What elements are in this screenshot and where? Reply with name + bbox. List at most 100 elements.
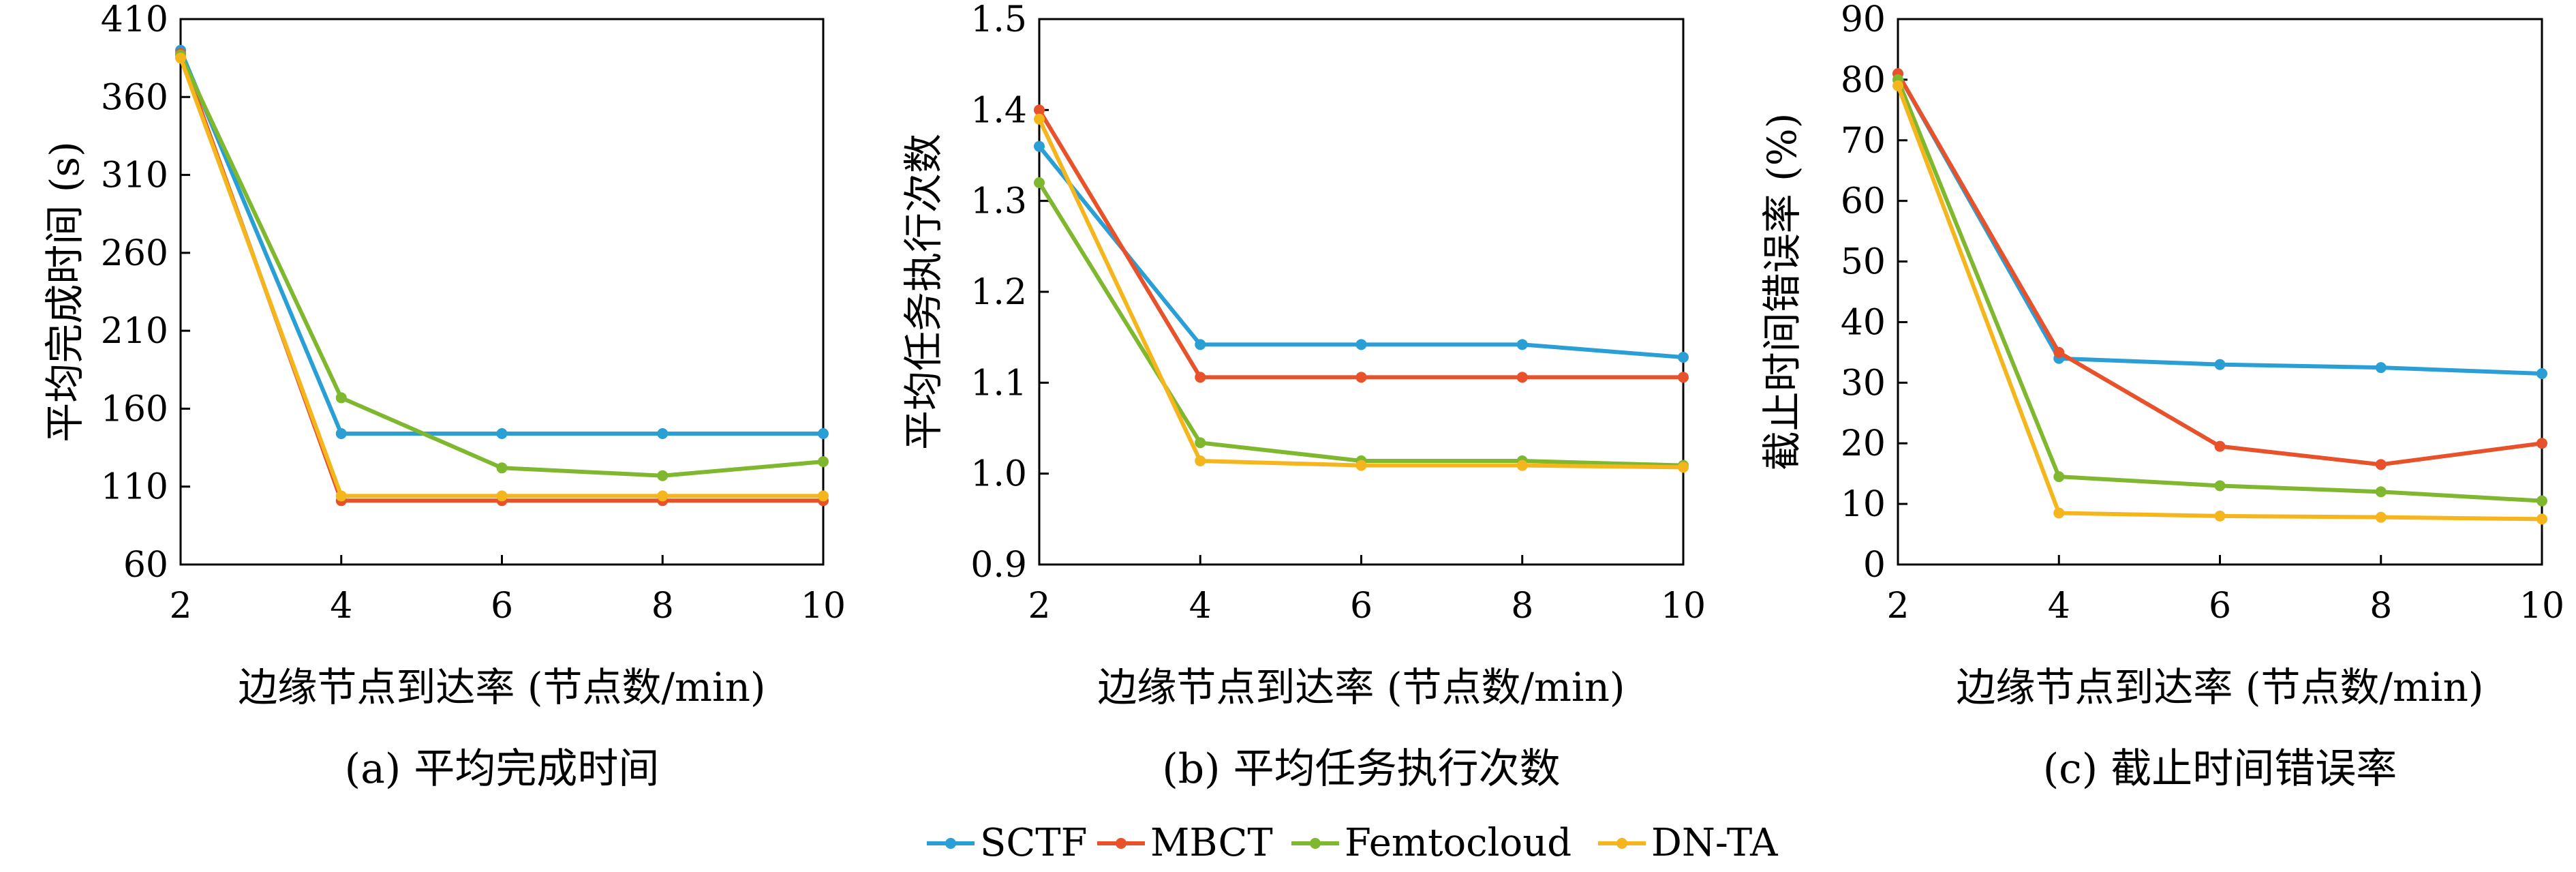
data-point — [818, 490, 829, 502]
series-line — [179, 49, 823, 436]
y-tick-label: 210 — [101, 311, 168, 352]
series-dn-ta — [1034, 113, 1689, 473]
data-point — [2375, 362, 2387, 374]
series-femtocloud — [175, 49, 829, 481]
data-point — [1034, 104, 1045, 116]
x-tick-label: 4 — [1189, 586, 1212, 627]
x-tick-label: 4 — [2048, 586, 2070, 627]
legend-label: MBCT — [1150, 821, 1273, 865]
data-point — [1516, 372, 1528, 383]
x-axis-label: 边缘节点到达率 (节点数/min) — [238, 664, 765, 710]
y-tick-label: 1.3 — [970, 181, 1027, 222]
data-point — [1195, 437, 1206, 449]
x-tick-label: 6 — [1350, 586, 1373, 627]
series-mbct — [1892, 68, 2547, 470]
y-tick-label: 160 — [101, 389, 168, 430]
y-tick-label: 20 — [1841, 423, 1886, 464]
y-tick-label: 310 — [101, 155, 168, 196]
data-point — [2053, 346, 2065, 358]
data-point — [335, 490, 347, 502]
x-tick-label: 8 — [2370, 586, 2392, 627]
y-tick-label: 50 — [1841, 242, 1886, 283]
chart-panel-2: 0.9 1.0 1.1 1.2 1.3 1.4 1.5 2 4 6 8 10 边缘节点到达率 (节点数/… — [900, 0, 1706, 793]
series-dn-ta — [1892, 80, 2547, 525]
chart-panel-3: 0 10 20 30 40 50 60 70 80 90 2 4 6 8 10 边缘节点到达率 (节点数/mi… — [1759, 0, 2564, 793]
data-point — [2214, 359, 2226, 370]
y-tick-label: 70 — [1841, 121, 1886, 162]
x-tick-label: 10 — [2519, 586, 2564, 627]
data-point — [335, 428, 347, 439]
data-point — [1516, 339, 1528, 350]
panel-caption: (b) 平均任务执行次数 — [1162, 745, 1560, 793]
y-tick-label: 40 — [1841, 302, 1886, 343]
panel-caption: (a) 平均完成时间 — [345, 745, 660, 793]
data-point — [1355, 339, 1367, 350]
data-point — [1034, 140, 1045, 152]
y-tick-label: 30 — [1841, 363, 1886, 404]
data-point — [1678, 462, 1689, 473]
series-line — [1037, 118, 1684, 470]
data-point — [1355, 460, 1367, 471]
series-sctf — [1034, 140, 1689, 363]
data-point — [1678, 352, 1689, 363]
series-femtocloud — [1034, 177, 1689, 471]
x-tick-label: 4 — [330, 586, 352, 627]
legend-swatch-marker — [945, 838, 956, 849]
data-point — [1678, 372, 1689, 383]
x-tick-label: 8 — [651, 586, 674, 627]
y-tick-label: 360 — [101, 77, 168, 118]
y-tick-label: 90 — [1841, 0, 1886, 40]
legend: SCTF MBCT Femtocloud DN-TA — [927, 821, 1778, 865]
legend-swatch-marker — [1116, 838, 1126, 849]
y-tick-label: 260 — [101, 233, 168, 274]
legend-item-dn-ta: DN-TA — [1598, 821, 1778, 865]
y-tick-label: 1.0 — [970, 454, 1027, 495]
data-point — [2214, 440, 2226, 452]
data-point — [335, 392, 347, 404]
y-tick-label: 0 — [1863, 545, 1886, 586]
data-point — [818, 428, 829, 439]
data-point — [1892, 80, 1903, 91]
data-point — [2053, 471, 2065, 483]
y-tick-label: 60 — [123, 545, 168, 586]
y-axis-label: 平均完成时间 (s) — [42, 141, 88, 442]
x-tick-label: 2 — [1028, 586, 1050, 627]
data-point — [1195, 372, 1206, 383]
y-tick-label: 1.4 — [970, 90, 1027, 131]
series-sctf — [175, 44, 829, 439]
data-point — [657, 428, 669, 439]
series-line — [1896, 72, 2543, 467]
legend-swatch-marker — [1310, 838, 1321, 849]
x-axis-label: 边缘节点到达率 (节点数/min) — [1956, 664, 2483, 710]
legend-item-femtocloud: Femtocloud — [1291, 821, 1571, 865]
x-tick-label: 2 — [169, 586, 191, 627]
y-axis-label: 平均任务执行次数 — [900, 134, 947, 450]
series-line — [1896, 78, 2543, 503]
y-tick-label: 1.1 — [970, 363, 1027, 404]
data-point — [1355, 372, 1367, 383]
series-line — [179, 54, 824, 478]
data-point — [1034, 113, 1045, 125]
data-point — [496, 490, 508, 502]
data-point — [2214, 510, 2226, 522]
chart-panel-1: 60 110 160 210 260 310 360 410 2 4 6 8 10 边缘节点到达率 (节点… — [42, 0, 846, 793]
x-tick-label: 6 — [491, 586, 513, 627]
y-tick-label: 410 — [101, 0, 168, 40]
data-point — [496, 462, 508, 474]
data-point — [2375, 511, 2387, 523]
data-point — [2536, 368, 2547, 379]
data-point — [1195, 339, 1206, 350]
series-dn-ta — [175, 52, 829, 502]
data-point — [2536, 495, 2547, 507]
x-tick-label: 6 — [2209, 586, 2231, 627]
y-tick-label: 60 — [1841, 181, 1886, 222]
data-point — [1034, 177, 1045, 188]
data-point — [1195, 455, 1206, 466]
data-point — [657, 470, 669, 481]
plot-frame — [179, 18, 825, 566]
y-tick-label: 0.9 — [970, 545, 1027, 586]
y-tick-label: 1.2 — [970, 272, 1027, 313]
x-axis-label: 边缘节点到达率 (节点数/min) — [1097, 664, 1625, 710]
legend-label: Femtocloud — [1345, 821, 1571, 865]
